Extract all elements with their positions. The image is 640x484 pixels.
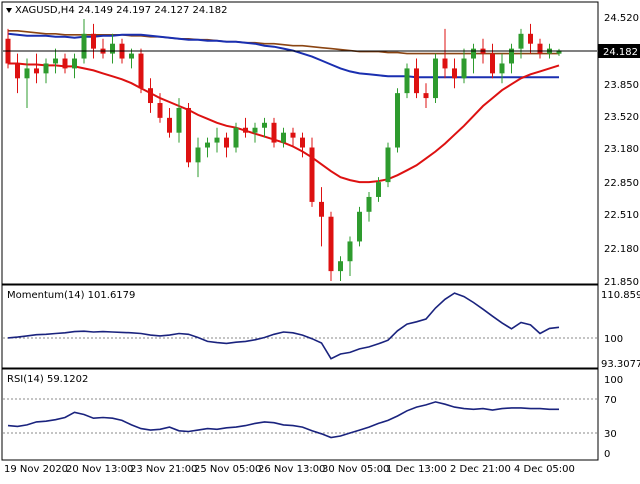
candle-body <box>43 63 49 74</box>
candle-body <box>138 53 144 89</box>
candle-body <box>157 103 163 118</box>
candle-body <box>347 241 353 262</box>
candle-body <box>62 58 68 69</box>
candle-body <box>271 122 277 143</box>
candle-body <box>148 88 153 104</box>
rsi-tick: 0 <box>604 449 610 460</box>
candle-body <box>319 201 324 217</box>
symbol-label: XAGUSD,H4 <box>15 5 75 16</box>
price-tick: 23.520 <box>604 112 639 123</box>
candle-body <box>24 68 30 79</box>
price-tick: 22.850 <box>604 178 639 189</box>
candle-body <box>81 33 87 59</box>
candle-body <box>300 137 305 148</box>
price-tick: 23.180 <box>604 144 639 155</box>
candle-body <box>233 127 239 148</box>
candle-body <box>509 48 514 64</box>
candle-body <box>186 107 191 163</box>
candle-body <box>423 93 429 99</box>
candle-body <box>452 68 457 79</box>
candle-body <box>404 68 410 94</box>
candle-body <box>309 147 315 202</box>
candle-body <box>281 132 286 143</box>
candle-body <box>205 142 210 148</box>
x-tick-label: 30 Nov 05:00 <box>322 464 389 475</box>
candle-body <box>518 33 524 49</box>
candle-body <box>414 68 419 94</box>
momentum-line <box>7 292 560 360</box>
rsi-panel <box>1 368 599 461</box>
candle-body <box>15 63 20 79</box>
sma200-line <box>8 29 559 55</box>
candle-body <box>556 50 562 54</box>
candle-body <box>262 122 267 128</box>
momentum-tick: 93.3077 <box>601 359 640 370</box>
price-tick: 21.850 <box>604 277 639 288</box>
candle-body <box>290 132 296 138</box>
candle-body <box>176 107 182 133</box>
x-tick-label: 23 Nov 21:00 <box>130 464 197 475</box>
candle-body <box>471 48 476 59</box>
candle-body <box>34 68 39 74</box>
momentum-tick: 110.8597 <box>601 290 640 301</box>
candle-body <box>129 53 134 59</box>
candle-body <box>499 63 505 74</box>
rsi-tick: 30 <box>604 429 617 440</box>
candle-body <box>338 261 343 272</box>
ohlc-label: 24.149 24.197 24.127 24.182 <box>78 5 228 16</box>
candle-body <box>385 147 391 183</box>
candle-body <box>376 182 381 197</box>
rsi-tick: 100 <box>604 375 623 386</box>
current-price-label: 24.182 <box>603 47 638 58</box>
candle-body <box>328 216 334 272</box>
candle-body <box>224 137 229 148</box>
momentum-label: Momentum(14) 101.6179 <box>7 290 135 301</box>
candle-body <box>72 58 77 69</box>
x-tick-label: 19 Nov 2020 <box>4 464 68 475</box>
rsi-tick: 70 <box>604 395 617 406</box>
candle-body <box>243 127 248 133</box>
candle-body <box>91 33 96 49</box>
candle-body <box>167 117 172 133</box>
x-tick-label: 4 Dec 05:00 <box>514 464 575 475</box>
rsi-series-layer <box>7 401 559 439</box>
dropdown-arrow-icon[interactable] <box>6 8 12 13</box>
candle-body <box>433 58 438 99</box>
candle-body <box>110 43 115 54</box>
candle-body <box>395 93 400 148</box>
x-axis-labels: 19 Nov 2020 20 Nov 13:00 23 Nov 21:00 25… <box>4 464 575 475</box>
price-tick: 22.510 <box>604 210 639 221</box>
rsi-line <box>7 401 559 439</box>
x-tick-label: 26 Nov 13:00 <box>258 464 325 475</box>
candle-body <box>442 58 448 69</box>
momentum-panel <box>1 284 599 369</box>
candle-body <box>490 53 495 74</box>
sma100-line <box>7 32 559 79</box>
x-tick-label: 25 Nov 05:00 <box>194 464 261 475</box>
momentum-tick: 100 <box>604 334 623 345</box>
candle-body <box>366 196 372 212</box>
candle-body <box>214 137 220 143</box>
rsi-label: RSI(14) 59.1202 <box>7 374 88 385</box>
price-tick: 22.180 <box>604 244 639 255</box>
candle-body <box>461 58 467 79</box>
x-tick-label: 2 Dec 21:00 <box>450 464 511 475</box>
candle-body <box>357 211 362 242</box>
candle-body <box>252 127 258 133</box>
candle-body <box>528 33 533 44</box>
x-tick-label: 20 Nov 13:00 <box>66 464 133 475</box>
price-tick: 24.520 <box>604 13 639 24</box>
price-tick: 23.850 <box>604 80 639 91</box>
x-tick-label: 1 Dec 13:00 <box>386 464 447 475</box>
candle-body <box>53 58 58 64</box>
candle-body <box>537 43 543 54</box>
candle-body <box>195 147 201 163</box>
momentum-series-layer <box>7 292 560 360</box>
current-price-tag <box>598 44 640 58</box>
